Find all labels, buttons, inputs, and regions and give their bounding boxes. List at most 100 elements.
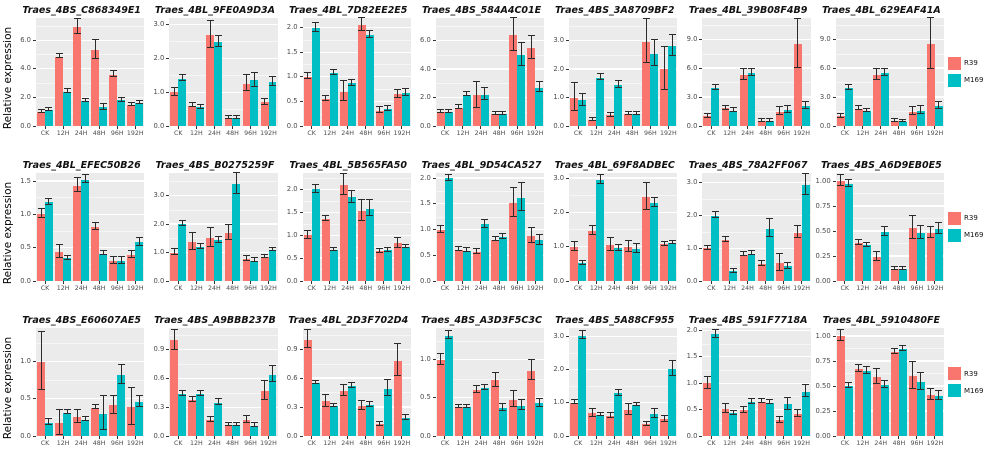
y-tick-mark [832, 205, 836, 207]
y-tick-mark [699, 125, 703, 127]
bar-m169 [650, 414, 659, 436]
y-axis-title-text: Relative expression [1, 336, 14, 440]
major-gridline [302, 27, 411, 29]
bar-m169 [916, 382, 925, 436]
y-tick-mark [432, 229, 436, 231]
y-tick-label: 2.0 [286, 184, 298, 193]
plot-area: 0.00 0.25 0.50 0.75 1.00 CK 12H 24H 48H 96H 192H [815, 328, 948, 450]
error-bar [499, 232, 507, 239]
x-tick-label: 192H [393, 285, 411, 292]
error-bar [127, 387, 135, 425]
bar-r39 [357, 210, 366, 281]
bar-r39 [890, 352, 899, 436]
x-tick-mark-line [844, 281, 846, 284]
error-bar [491, 110, 499, 115]
x-tick-label: 24H [874, 130, 888, 137]
x-tick-mark-line [249, 281, 251, 284]
error-bar [660, 45, 668, 91]
y-axis: 0.0 0.5 1.0 1.5 2.0 [681, 326, 703, 440]
x-tick-mark-line [765, 126, 767, 129]
error-bar [909, 361, 917, 389]
error-bar [570, 81, 578, 112]
major-gridline [835, 255, 944, 257]
x-tick-mark-line [577, 436, 579, 439]
x-tick-label: 24H [741, 440, 754, 447]
expression-chart: Traes_4BS_A6D9EB0E5 0.00 0.25 0.50 0.75 1.00 C… [815, 155, 948, 310]
x-axis-labels: CK 12H 24H 48H 96H 192H [569, 439, 677, 450]
x-tick-mark-line [231, 281, 233, 284]
bar-groups [702, 328, 810, 436]
y-tick-mark [432, 68, 436, 70]
bar-group [454, 173, 472, 281]
x-tick-mark [126, 126, 144, 129]
error-bar [261, 380, 269, 400]
x-tick-mark-line [383, 281, 385, 284]
x-axis-labels: CK 12H 24H 48H 96H 192H [303, 129, 411, 140]
x-tick-label: 12H [189, 285, 203, 292]
error-bar [340, 79, 348, 102]
error-bar [99, 103, 107, 110]
error-bar [899, 118, 907, 123]
x-tick-mark [108, 281, 126, 284]
bar-r39 [393, 360, 402, 436]
bar-m169 [898, 269, 907, 281]
error-bar [304, 72, 312, 80]
error-bar [232, 172, 240, 195]
x-axis-labels: CK 12H 24H 48H 96H 192H [36, 129, 144, 140]
bar-groups [569, 328, 677, 436]
bar-r39 [757, 401, 766, 436]
error-bar [73, 409, 81, 424]
x-tick-mark-line [631, 281, 633, 284]
minor-gridline [702, 396, 811, 397]
bar-m169 [517, 405, 525, 436]
error-bar [358, 198, 366, 222]
bar-group [641, 173, 659, 281]
bar-r39 [260, 102, 269, 126]
bar-r39 [127, 255, 136, 281]
error-bar [63, 255, 71, 260]
bar-r39 [170, 92, 179, 126]
x-tick-label: 12H [456, 440, 470, 447]
error-bar [261, 253, 269, 258]
x-axis-ticks [169, 126, 277, 129]
minor-gridline [835, 53, 944, 55]
error-bar [855, 364, 863, 372]
x-tick-mark [659, 281, 677, 284]
bar-m169 [934, 396, 943, 436]
error-bar [873, 368, 881, 384]
legend-label-r39: R39 [964, 59, 978, 67]
bar-group [393, 328, 411, 436]
bar-m169 [311, 27, 320, 126]
bar-m169 [862, 245, 871, 281]
error-bar [596, 73, 604, 80]
bar-r39 [775, 262, 784, 281]
y-tick-mark [432, 40, 436, 42]
minor-gridline [435, 111, 545, 113]
plot-area: 0.0 0.5 1.0 1.5 2.0 CK 12H 24H 48H 96H 192H [282, 172, 415, 295]
error-bar [776, 415, 784, 423]
x-tick-mark-line [311, 281, 313, 284]
error-bar [196, 390, 204, 396]
bar-groups [303, 328, 411, 436]
error-bar [188, 395, 196, 402]
bar-m169 [632, 113, 641, 126]
bar-group [223, 18, 241, 126]
x-axis-ticks [303, 281, 411, 284]
y-tick-mark [432, 177, 436, 179]
x-tick-mark-line [401, 436, 403, 439]
bar-m169 [711, 334, 720, 436]
y-axis: 0.0 1.0 2.0 3.0 [681, 173, 703, 285]
bar-m169 [135, 401, 144, 436]
error-bar [776, 252, 784, 271]
bar-m169 [268, 374, 277, 436]
major-gridline [569, 335, 678, 337]
bar-group [757, 328, 775, 436]
bar-group [854, 173, 872, 281]
x-tick-mark-line [480, 436, 482, 439]
bar-r39 [703, 383, 712, 436]
bar-r39 [527, 236, 536, 281]
chart-title: Traes_4BL_EFEC50B26 [22, 160, 141, 171]
minor-gridline [169, 421, 278, 423]
x-tick-mark [641, 436, 659, 439]
